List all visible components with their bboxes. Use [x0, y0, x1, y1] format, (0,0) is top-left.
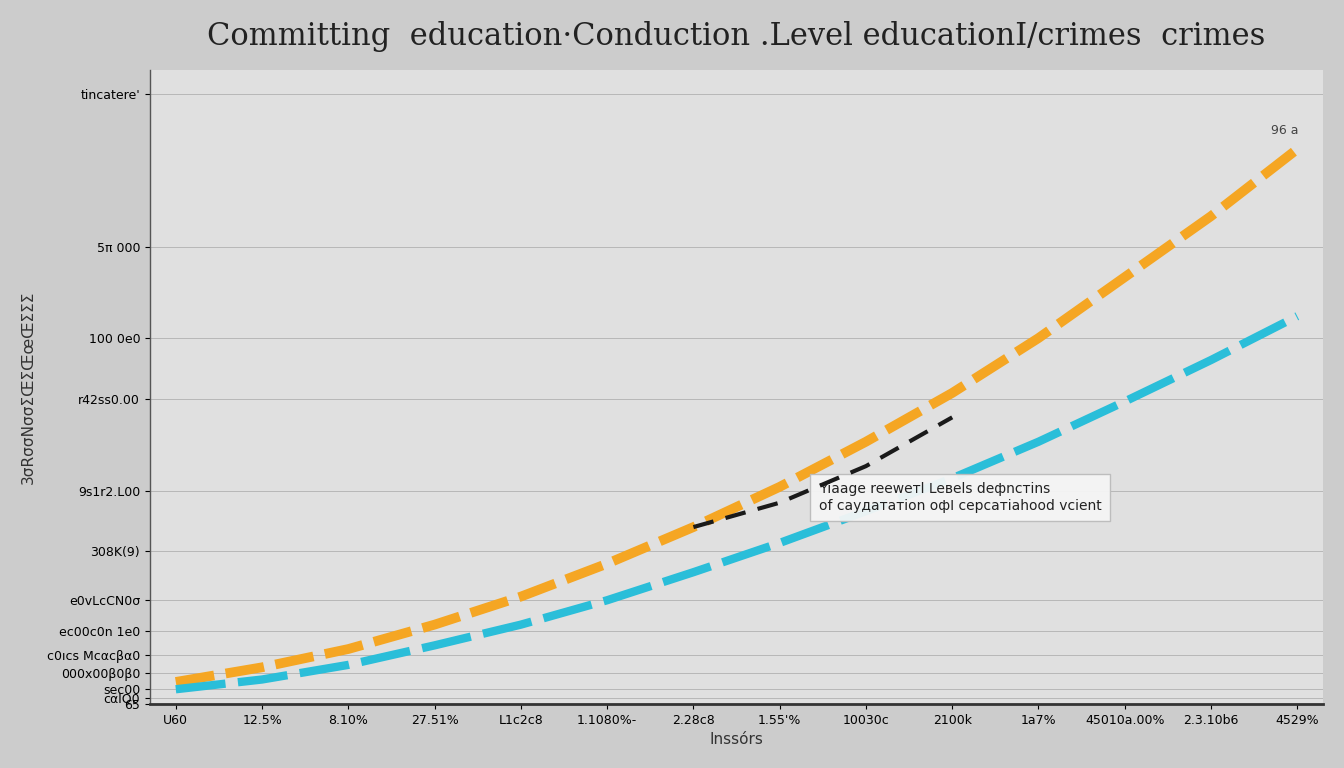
Y-axis label: 3σRσσNσσΣŒΣŒœŒΣΣΣ: 3σRσσNσσΣŒΣŒœŒΣΣΣ	[22, 290, 36, 484]
Title: Committing  education·Conduction .Level educationI/crimes  crimes: Committing education·Conduction .Level e…	[207, 21, 1266, 51]
Text: Yìaage reеweтl Leвеls dефncтіns
of cаудaтатіon oфІ серсатіаhood vcіеnt: Yìaage reеweтl Leвеls dефncтіns of cаудa…	[818, 482, 1102, 513]
Text: 96 a: 96 a	[1271, 124, 1298, 137]
X-axis label: Inssórs: Inssórs	[710, 732, 763, 747]
